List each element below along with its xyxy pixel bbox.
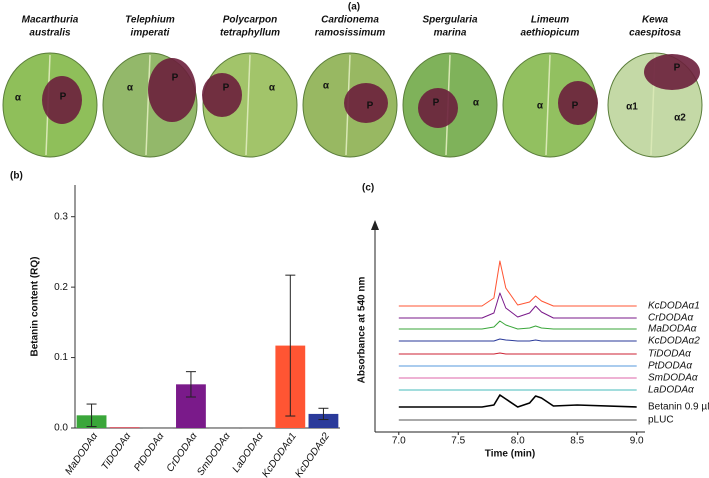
species-name: caespitosa xyxy=(629,28,681,39)
species-name: marina xyxy=(434,28,467,39)
y-axis-arrow xyxy=(371,220,379,230)
x-tick-label: 8.5 xyxy=(570,436,584,447)
infiltrated-patch xyxy=(202,73,242,117)
bar xyxy=(242,428,273,429)
legend-label: MaDODAα xyxy=(648,324,697,335)
bar xyxy=(109,427,140,429)
legend-label: PtDODAα xyxy=(648,361,692,372)
x-tick-label: KcDODAα2 xyxy=(293,431,332,478)
x-tick-label: 9.0 xyxy=(630,436,644,447)
spot-label: α xyxy=(15,93,22,104)
bar xyxy=(308,413,339,428)
bar xyxy=(142,428,173,429)
species-name: Polycarpon xyxy=(223,15,277,26)
spot-label: α xyxy=(269,83,276,94)
x-axis-label: Time (min) xyxy=(485,449,535,460)
x-tick-label: CrDODAα xyxy=(165,431,200,475)
error-bar xyxy=(318,407,329,421)
species-name: Limeum xyxy=(531,15,569,26)
species-name: Spergularia xyxy=(422,15,477,26)
spot-label: P xyxy=(367,101,374,112)
species-name: Kewa xyxy=(642,15,669,26)
error-bar xyxy=(185,371,196,398)
infiltrated-patch xyxy=(418,88,458,128)
legend-label: KcDODAα2 xyxy=(648,336,700,347)
panel-label: (a) xyxy=(348,2,360,13)
spot-label: P xyxy=(60,92,67,103)
infiltrated-patch xyxy=(558,81,598,125)
spot-label: α1 xyxy=(626,102,638,113)
species-name: Telephium xyxy=(125,15,175,26)
trace xyxy=(398,320,637,330)
y-tick-label: 0.3 xyxy=(54,211,68,222)
spot-label: α xyxy=(323,81,330,92)
infiltrated-patch xyxy=(644,54,700,90)
spot-label: α xyxy=(537,101,544,112)
legend-label: LaDODAα xyxy=(648,385,694,396)
leaf-vein xyxy=(245,54,251,156)
bar xyxy=(209,428,239,429)
leaf-vein xyxy=(145,54,151,156)
spot-label: α xyxy=(473,98,480,109)
infiltrated-patch xyxy=(148,58,196,122)
trace xyxy=(398,394,637,408)
spot-label: α xyxy=(127,83,134,94)
species-name: aethiopicum xyxy=(521,28,580,39)
x-tick-label: KcDODAα1 xyxy=(260,431,299,478)
error-bar xyxy=(285,274,296,417)
x-tick-label: LaDODAα xyxy=(231,431,266,475)
y-axis-label: Betanin content (RQ) xyxy=(30,257,41,357)
x-tick-label: 7.0 xyxy=(392,436,406,447)
species-name: Macarthuria xyxy=(22,15,79,26)
spot-label: P xyxy=(172,73,179,84)
trace xyxy=(398,260,637,307)
species-name: imperati xyxy=(131,28,170,39)
legend-label: SmDODAα xyxy=(648,373,698,384)
y-tick-label: 0.1 xyxy=(54,352,68,363)
infiltrated-patch xyxy=(42,76,82,124)
panel-label: (b) xyxy=(10,171,23,182)
x-tick-label: TiDODAα xyxy=(100,431,134,473)
x-tick-label: PtDODAα xyxy=(132,431,166,474)
legend-label: Betanin 0.9 µM xyxy=(648,402,709,413)
infiltrated-patch xyxy=(344,83,388,123)
x-tick-label: MaDODAα xyxy=(63,431,100,477)
y-tick-label: 0.2 xyxy=(54,282,68,293)
trace xyxy=(398,352,637,355)
panel-label: (c) xyxy=(362,183,374,194)
legend-label: CrDODAα xyxy=(648,313,693,324)
spot-label: α2 xyxy=(674,113,686,124)
trace xyxy=(398,292,637,319)
trace xyxy=(398,338,637,342)
species-name: tetraphyllum xyxy=(220,28,280,39)
spot-label: P xyxy=(572,101,579,112)
legend-label: TiDODAα xyxy=(648,349,691,360)
error-bar xyxy=(86,403,97,428)
y-axis-label: Absorbance at 540 nm xyxy=(357,277,368,384)
species-name: australis xyxy=(29,28,71,39)
spot-label: P xyxy=(223,83,230,94)
leaf-vein xyxy=(545,54,551,156)
species-name: ramosissimum xyxy=(315,28,386,39)
spot-label: P xyxy=(674,63,681,74)
x-tick-label: 8.0 xyxy=(511,436,525,447)
x-tick-label: 7.5 xyxy=(451,436,465,447)
spot-label: P xyxy=(433,98,440,109)
legend-label: pLUC xyxy=(648,415,674,426)
species-name: Cardionema xyxy=(321,15,379,26)
x-tick-label: SmDODAα xyxy=(195,431,233,478)
legend-label: KcDODAα1 xyxy=(648,301,700,312)
y-tick-label: 0.0 xyxy=(54,423,68,434)
